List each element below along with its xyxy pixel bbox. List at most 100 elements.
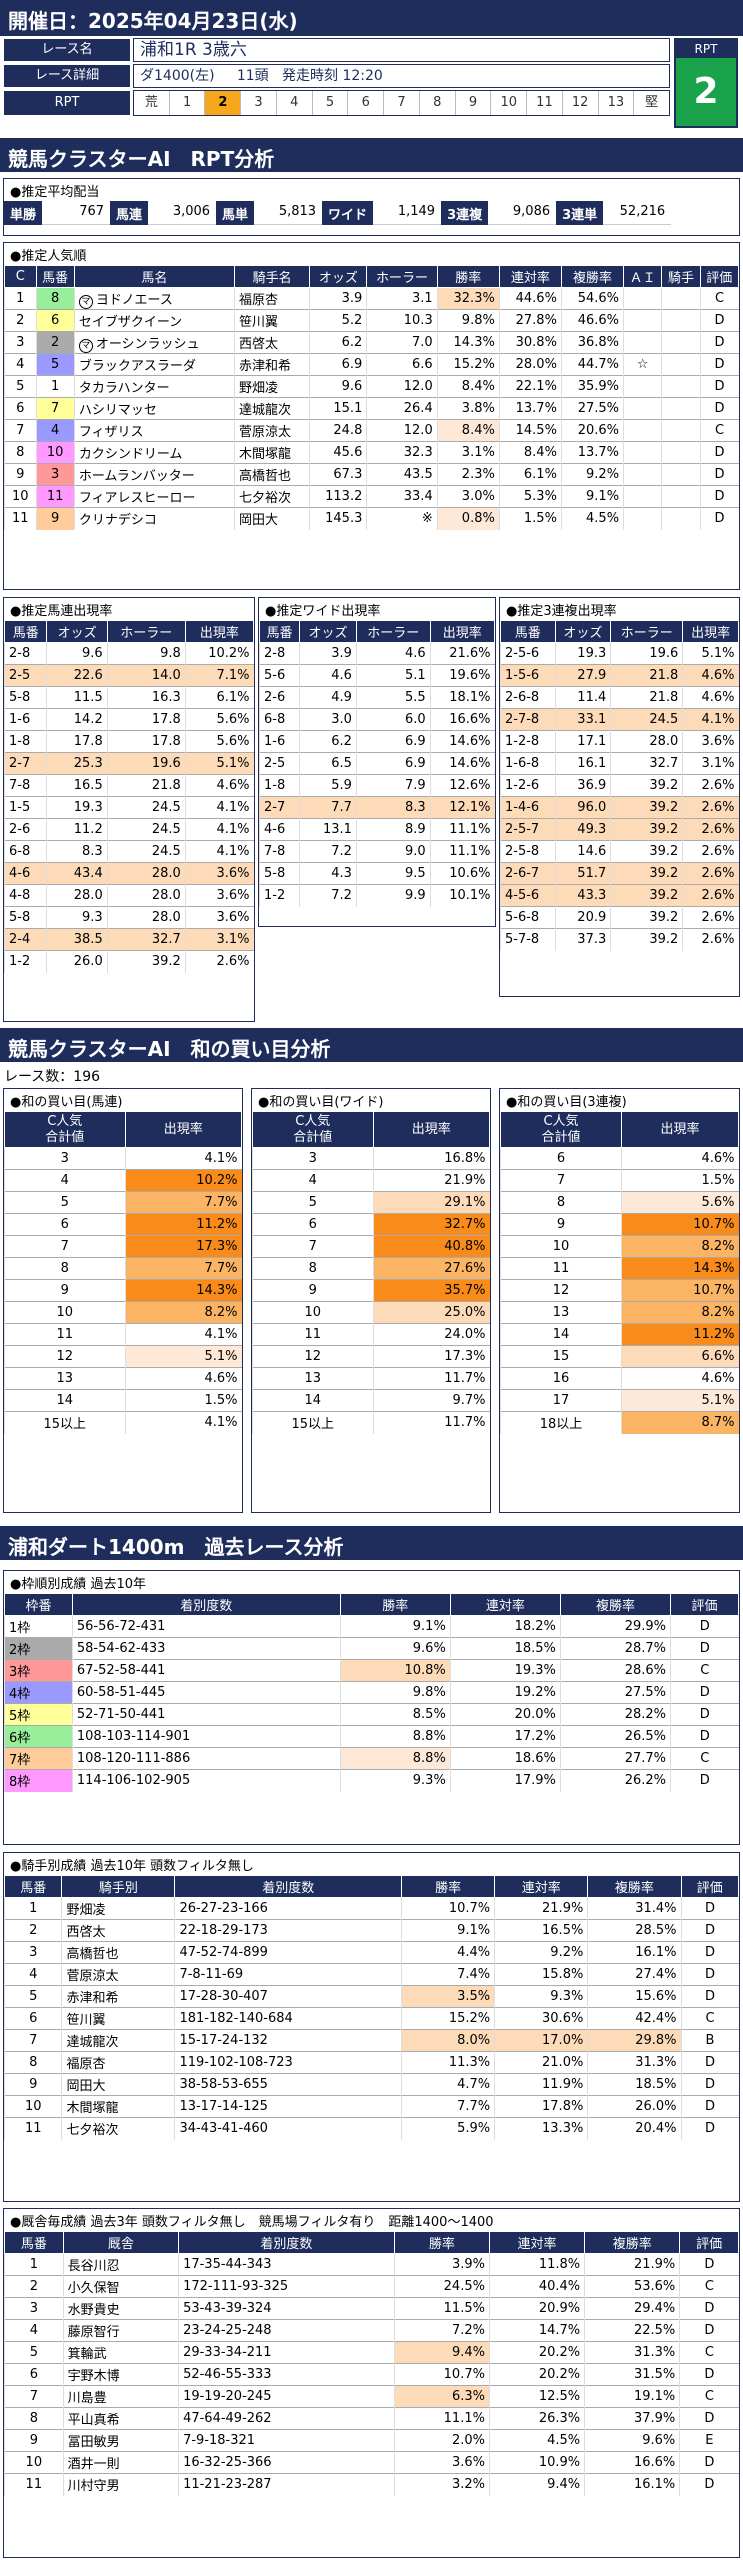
cell: 4-5-6 — [500, 884, 556, 907]
place-rate: 22.1% — [498, 375, 562, 398]
cell: 32.7 — [610, 752, 683, 775]
column-header: 評価 — [680, 1875, 739, 1898]
table-row: 2-7 7.7 8.3 12.1% — [259, 796, 495, 819]
rating: D — [699, 441, 739, 464]
jockey-mark — [661, 309, 701, 332]
cell: 3.6% — [184, 906, 254, 929]
table-row: 4-6 43.4 28.0 3.6% — [4, 862, 254, 885]
rpt-scale-cell: 荒 — [134, 91, 170, 115]
cell: 5.9% — [400, 2117, 495, 2140]
odds: 145.3 — [309, 507, 367, 530]
cell: 19.2% — [449, 1681, 561, 1704]
horse-name: タカラハンター — [73, 375, 235, 398]
rpt-scale: 荒 1 2 3 4 5 6 7 8 9 10 11 12 13 堅 — [133, 90, 670, 116]
win-rate: 9.8% — [436, 309, 500, 332]
cell: D — [679, 2451, 739, 2474]
cell: D — [680, 1963, 739, 1986]
cell: 3.6% — [682, 730, 739, 753]
holler: 10.3 — [366, 309, 438, 332]
table-row: 8 27.6% — [252, 1257, 490, 1280]
cell: 2.6% — [682, 928, 739, 951]
cell: 16.5% — [494, 1919, 588, 1942]
appearance-rate: 32.7% — [372, 1213, 490, 1236]
column-header: 複勝率 — [559, 1593, 672, 1616]
column-header: 着別度数 — [71, 1593, 341, 1616]
cell: 181-182-140-684 — [174, 2007, 402, 2030]
table-row: 9 3 ホームランバッター 高橋哲也 67.3 43.5 2.3% 6.1% 9.2% D — [4, 463, 739, 486]
cell: 16.6% — [584, 2451, 680, 2474]
column-header: 着別度数 — [174, 1875, 402, 1898]
table-row: 3 4.1% — [4, 1147, 242, 1170]
cell: 17.2% — [449, 1725, 561, 1748]
cell: 29.9% — [559, 1615, 671, 1638]
payout-kind: ワイド — [322, 201, 374, 225]
jockey-box: ●騎手別成績 過去10年 頭数フィルタ無し 馬番 騎手別 着別度数 勝率 連対率 複勝率評… — [3, 1852, 740, 2202]
cell: 24.5 — [106, 796, 186, 819]
cell: 22.6 — [46, 664, 108, 687]
ai-mark — [623, 375, 662, 398]
cell: 43.3 — [554, 884, 611, 907]
cell: 8.9 — [355, 818, 431, 841]
cell: 15.6% — [587, 1985, 681, 2008]
table-row: 1-5 19.3 24.5 4.1% — [4, 796, 254, 819]
horse-name-text: オーシンラッシュ — [95, 336, 200, 352]
jockey-name: 笹川翼 — [233, 309, 310, 332]
cell: 37.9% — [584, 2407, 680, 2430]
cell: 8枠 — [4, 1769, 73, 1792]
payout-kind: 3連複 — [441, 201, 489, 225]
cell: 28.0 — [46, 884, 108, 907]
table-row: 1-6-8 16.1 32.7 3.1% — [500, 752, 739, 775]
cell: 33.1 — [554, 708, 611, 731]
column-header: オッズ — [554, 620, 612, 643]
cell: 7 — [4, 2385, 64, 2408]
cell: 9.6% — [584, 2429, 680, 2452]
cell: 39.2 — [610, 862, 683, 885]
cell: 40.4% — [488, 2275, 585, 2298]
wa-wide-title: ●和の買い目(ワイド) — [258, 1095, 384, 1110]
cell: 19.6% — [429, 664, 495, 687]
cell: 10.6% — [429, 862, 495, 885]
cell: 17-28-30-407 — [174, 1985, 402, 2008]
cell: 5.9 — [299, 774, 357, 797]
horse-number: 11 — [35, 485, 75, 508]
cell: 9.0 — [355, 840, 431, 863]
table-row: 1-8 17.8 17.8 5.6% — [4, 730, 254, 753]
cell: 2.6% — [682, 906, 739, 929]
cell: 16.5 — [46, 774, 108, 797]
rpt-scale-cell: 9 — [456, 91, 492, 115]
cell: 高橋哲也 — [61, 1941, 175, 1964]
column-header: 馬番 — [4, 2231, 64, 2254]
cell: 21.6% — [429, 642, 495, 665]
jockey-mark — [661, 331, 701, 354]
cell: 21.0% — [494, 2051, 588, 2074]
cell: 1-5-6 — [500, 664, 556, 687]
rpt-scale-cell: 11 — [527, 91, 563, 115]
cell: 14.6% — [429, 752, 495, 775]
cell: 11 — [4, 2473, 64, 2496]
payout-value: 52,216 — [603, 201, 672, 225]
cell: 13.3% — [494, 2117, 588, 2140]
table-row: 2-5-7 49.3 39.2 2.6% — [500, 818, 739, 841]
cell: 2.6% — [682, 796, 739, 819]
cell: 7.9 — [355, 774, 431, 797]
popularity-rank: 7 — [4, 419, 37, 442]
sum-value: 9 — [252, 1279, 374, 1302]
column-header: オッズ — [309, 265, 368, 288]
race-name: 浦和1R 3歳六 — [133, 38, 670, 62]
cell: 19.6 — [106, 752, 186, 775]
cell: 9.8 — [106, 642, 186, 665]
table-row: 1-2-6 36.9 39.2 2.6% — [500, 774, 739, 797]
sum-value: 5 — [252, 1191, 374, 1214]
table-row: 5-8 9.3 28.0 3.6% — [4, 906, 254, 929]
cell: 2-6 — [259, 686, 300, 709]
jockey-name: 野畑凌 — [233, 375, 310, 398]
wa-umaren-box: ●和の買い目(馬連) C人気 合計値 出現率 3 4.1% 4 10.2% 5 7.7% 6 11.… — [3, 1088, 243, 1513]
table-row: 6 32.7% — [252, 1213, 490, 1236]
cell: 2-7 — [259, 796, 300, 819]
sum-value: 13 — [500, 1301, 622, 1324]
cell: 1-4-6 — [500, 796, 556, 819]
cell: 5-8 — [259, 862, 300, 885]
cell: 1-6-8 — [500, 752, 556, 775]
jockey-mark — [661, 419, 701, 442]
cell: 14.7% — [488, 2319, 585, 2342]
